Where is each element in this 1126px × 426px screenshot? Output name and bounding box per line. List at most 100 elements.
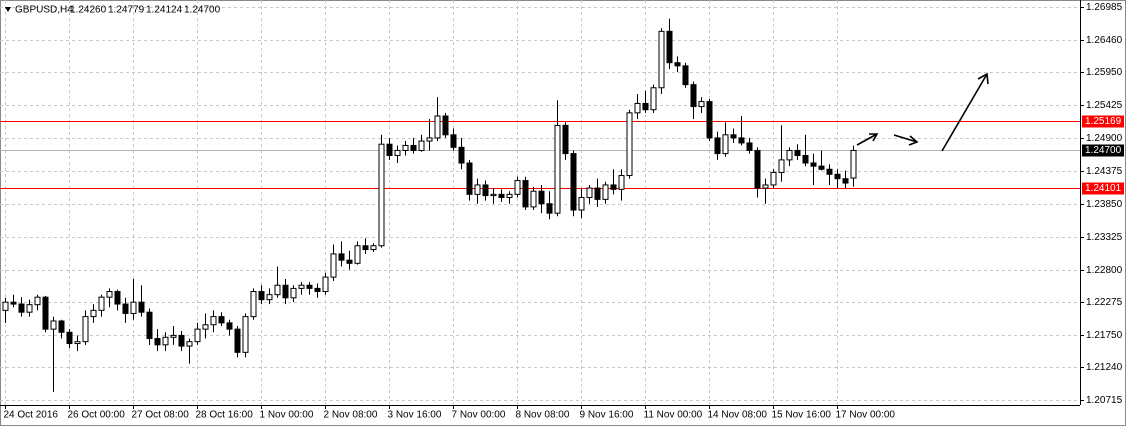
- candle-body: [594, 187, 601, 200]
- candle-body: [482, 184, 489, 197]
- candle-body: [138, 301, 145, 313]
- candle-body: [250, 291, 257, 318]
- candle-body: [50, 320, 57, 330]
- candle-body: [762, 184, 769, 189]
- header: GBPUSD,H4 1.24260 1.24779 1.24124 1.24700: [5, 5, 221, 16]
- candle-body: [146, 311, 153, 340]
- current-price-label: 1.24700: [1085, 145, 1122, 156]
- candle-body: [778, 159, 785, 173]
- y-tick-label: 1.24375: [1086, 166, 1123, 177]
- candle-body: [170, 334, 177, 338]
- candle-body: [834, 173, 841, 180]
- candle-body: [186, 341, 193, 347]
- candle-body: [370, 245, 377, 251]
- candle-body: [338, 253, 345, 261]
- levels: [0, 121, 1080, 189]
- candle-body: [42, 296, 49, 330]
- candle-body: [154, 338, 161, 346]
- candle-body: [562, 124, 569, 155]
- x-tick-label: 3 Nov 16:00: [388, 410, 442, 421]
- x-tick-label: 27 Oct 08:00: [132, 410, 190, 421]
- level-label: 1.24101: [1085, 183, 1122, 194]
- candle-body: [498, 193, 505, 198]
- x-tick-label: 11 Nov 00:00: [644, 410, 703, 421]
- candle-body: [26, 304, 33, 313]
- candle-body: [418, 140, 425, 151]
- candle-body: [818, 165, 825, 170]
- x-tick-label: 17 Nov 00:00: [836, 410, 896, 421]
- candle-body: [218, 316, 225, 324]
- candle-body: [330, 253, 337, 278]
- candle-body: [298, 284, 305, 289]
- candle-body: [570, 153, 577, 211]
- candles: [2, 18, 857, 392]
- candle-body: [546, 203, 553, 214]
- candle-body: [306, 284, 313, 289]
- candle-body: [514, 180, 521, 195]
- candle-body: [234, 328, 241, 353]
- candle-body: [658, 30, 665, 89]
- header-icon: [5, 7, 11, 12]
- candle-body: [458, 146, 465, 164]
- candle-body: [114, 291, 121, 305]
- arrow: [856, 133, 878, 146]
- candle-body: [618, 175, 625, 190]
- candle-body: [690, 84, 697, 108]
- candle-body: [386, 143, 393, 156]
- candle-body: [202, 324, 209, 330]
- quote-value: 1.24700: [184, 5, 221, 16]
- trend-arrows: [856, 72, 989, 152]
- quote: 1.24260 1.24779 1.24124 1.24700: [70, 5, 221, 16]
- candle-body: [18, 303, 25, 313]
- candle-body: [610, 184, 617, 190]
- candle-body: [354, 245, 361, 264]
- candle-body: [730, 134, 737, 139]
- candle-body: [282, 284, 289, 299]
- y-tick-label: 1.23850: [1086, 199, 1123, 210]
- candle-body: [178, 334, 185, 347]
- candle-body: [794, 149, 801, 156]
- candle-body: [322, 276, 329, 293]
- candle-body: [706, 101, 713, 139]
- candle-body: [698, 101, 705, 108]
- candle-body: [426, 137, 433, 142]
- candle-body: [522, 180, 529, 208]
- candle-body: [722, 134, 729, 155]
- candle-body: [466, 162, 473, 195]
- quote-value: 1.24779: [108, 5, 145, 16]
- candle-body: [714, 137, 721, 155]
- y-tick-label: 1.22275: [1086, 297, 1123, 308]
- level-label-box: [1082, 182, 1124, 195]
- candle-body: [98, 296, 105, 311]
- x-tick-label: 26 Oct 00:00: [68, 410, 126, 421]
- candle-body: [442, 115, 449, 136]
- x-tick-label: 2 Nov 08:00: [324, 410, 378, 421]
- candle-body: [66, 331, 73, 345]
- candle-body: [82, 316, 89, 343]
- candle-body: [274, 284, 281, 296]
- candle-body: [378, 143, 385, 247]
- arrow-head: [869, 133, 879, 142]
- axis-labels: 1.26985 1.26460 1.25950 1.25425 1.24900 1.243…: [4, 2, 1124, 421]
- candle-body: [266, 294, 273, 301]
- candle-body: [586, 187, 593, 198]
- candle-body: [602, 184, 609, 200]
- candle-body: [682, 65, 689, 86]
- current-price-box: [1082, 144, 1124, 157]
- x-tick-label: 8 Nov 08:00: [516, 410, 570, 421]
- candle-body: [506, 193, 513, 198]
- candle-body: [578, 196, 585, 211]
- y-tick-label: 1.24900: [1086, 133, 1123, 144]
- candle-body: [674, 62, 681, 67]
- candle-body: [810, 162, 817, 167]
- candle-body: [554, 124, 561, 214]
- candle-body: [434, 115, 441, 139]
- y-tick-label: 1.25950: [1086, 67, 1123, 78]
- candle-body: [10, 301, 17, 305]
- x-tick-label: 9 Nov 16:00: [580, 410, 634, 421]
- y-tick-label: 1.21750: [1086, 330, 1123, 341]
- candle-body: [242, 316, 249, 353]
- candle-body: [74, 341, 81, 345]
- quote-value: 1.24124: [146, 5, 183, 16]
